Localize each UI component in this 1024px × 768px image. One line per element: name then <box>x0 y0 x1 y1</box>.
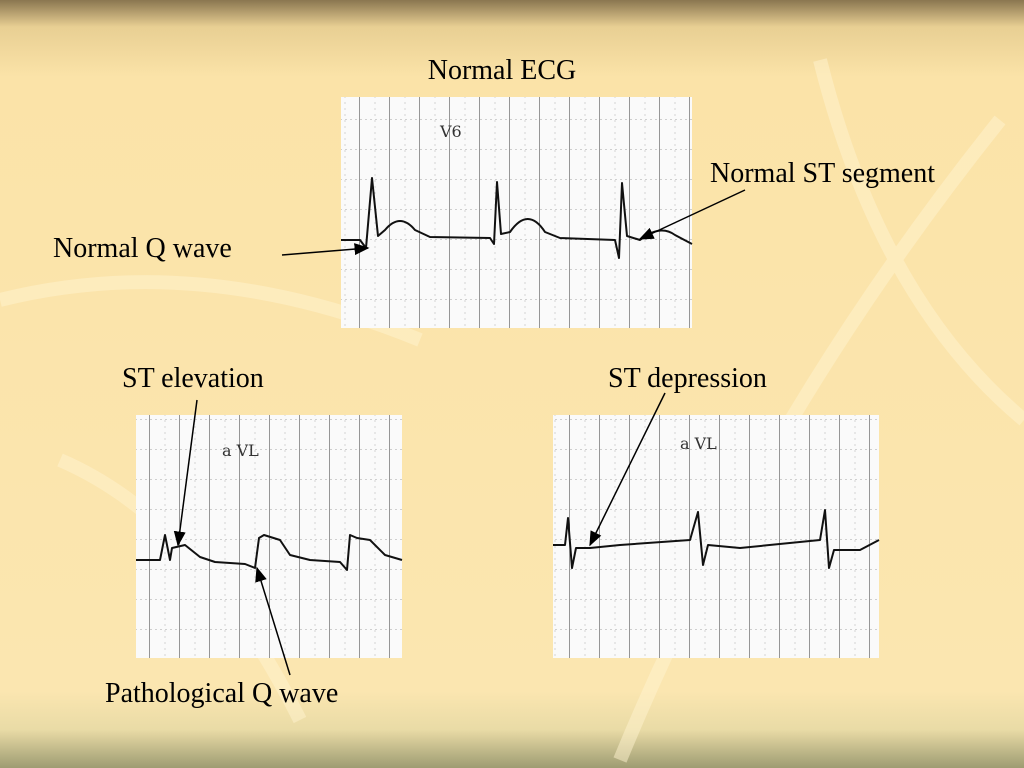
ecg-normal: V6 <box>341 97 693 328</box>
label: Normal ST segment <box>710 158 935 189</box>
label: Pathological Q wave <box>105 678 338 709</box>
ecg-grid <box>553 415 879 658</box>
lead-label: a VL <box>680 434 717 453</box>
arrow <box>638 189 746 240</box>
label: ST elevation <box>122 363 264 394</box>
ecg-st-elevation: a VL <box>136 415 403 658</box>
lead-label: a VL <box>222 441 259 460</box>
arrow <box>589 392 666 547</box>
lead-label: V6 <box>439 122 462 141</box>
ecg-grid <box>341 97 692 328</box>
label: Normal Q wave <box>53 233 232 264</box>
ecg-trace <box>136 534 403 571</box>
ecg-st-depression: a VL <box>553 415 880 658</box>
label: ST depression <box>608 363 767 394</box>
arrow <box>173 399 198 547</box>
arrow <box>281 243 370 256</box>
ecg-trace <box>553 509 880 569</box>
title: Normal ECG <box>428 55 577 86</box>
arrow <box>255 566 291 676</box>
